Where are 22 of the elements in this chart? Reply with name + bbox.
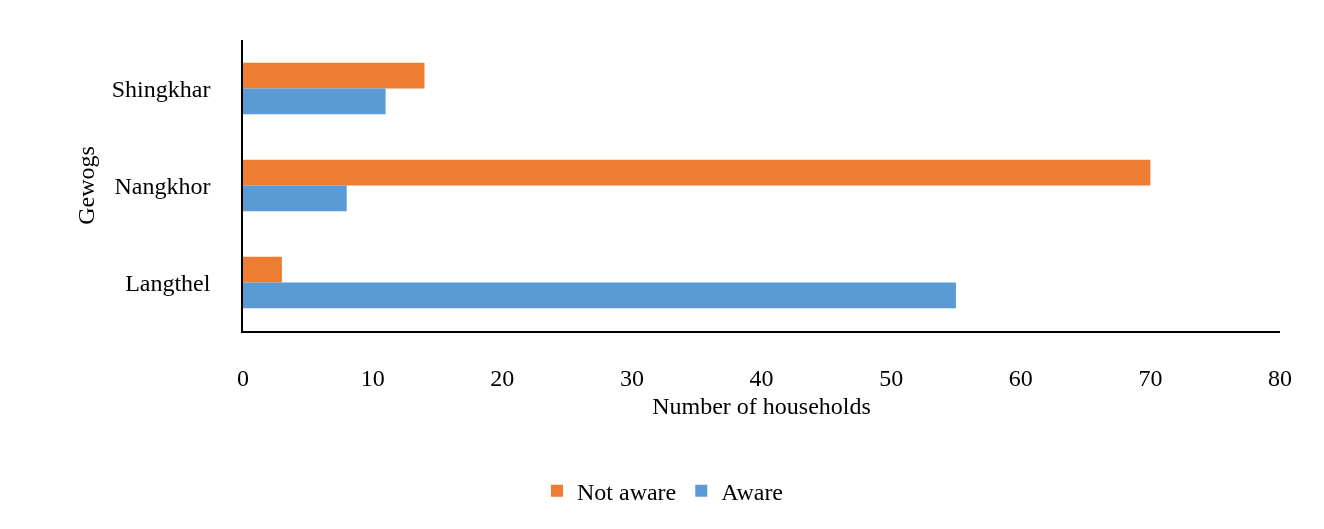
y-tick-label: Langthel [125, 269, 211, 296]
legend-label: Not aware [576, 479, 677, 506]
y-tick-label: Nangkhor [114, 172, 211, 199]
x-axis-title: Number of households [652, 393, 871, 420]
y-tick-label: Shingkhar [111, 75, 211, 102]
bar [243, 62, 425, 89]
x-tick-label: 30 [619, 364, 644, 391]
bar [243, 88, 386, 115]
bar [243, 159, 1151, 186]
legend-label: Aware [721, 479, 784, 506]
x-tick-label: 80 [1268, 364, 1292, 391]
y-axis-title: Gewogs [73, 146, 100, 225]
x-tick-label: 0 [237, 364, 249, 391]
x-tick-label: 50 [879, 364, 904, 391]
bar [243, 282, 956, 309]
x-tick-label: 20 [490, 364, 515, 391]
bar [243, 256, 282, 283]
x-tick-label: 10 [360, 364, 385, 391]
bar [243, 185, 347, 212]
x-tick-label: 40 [749, 364, 774, 391]
x-tick-label: 60 [1008, 364, 1033, 391]
x-tick-label: 70 [1138, 364, 1163, 391]
